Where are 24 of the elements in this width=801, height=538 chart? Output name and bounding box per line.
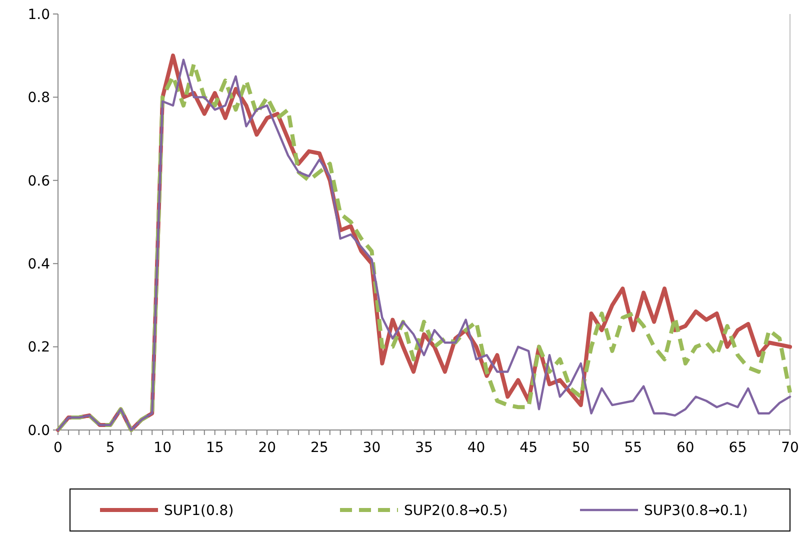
legend-label: SUP2(0.8→0.5) [404,502,508,519]
x-tick-label: 5 [106,440,115,456]
x-tick-label: 15 [206,440,224,456]
x-tick-label: 50 [572,440,590,456]
x-tick-label: 40 [467,440,486,456]
y-tick-label: 0.6 [28,173,50,190]
x-tick-label: 0 [54,440,62,456]
y-tick-label: 0.4 [28,256,50,272]
x-tick-label: 20 [258,440,276,456]
x-tick-label: 65 [728,440,747,456]
x-tick-label: 30 [362,440,381,456]
x-tick-label: 35 [415,440,433,456]
x-tick-label: 25 [310,440,328,456]
legend-label: SUP3(0.8→0.1) [644,502,748,519]
y-tick-label: 1.0 [28,6,50,23]
x-tick-label: 60 [676,440,694,456]
x-tick-label: 55 [624,440,642,456]
legend-label: SUP1(0.8) [164,502,234,519]
y-tick-label: 0.0 [28,422,50,439]
y-tick-label: 0.2 [28,340,50,356]
x-tick-label: 10 [154,440,172,456]
x-tick-label: 70 [781,440,799,456]
x-tick-label: 45 [520,440,538,456]
y-tick-label: 0.8 [28,90,50,106]
